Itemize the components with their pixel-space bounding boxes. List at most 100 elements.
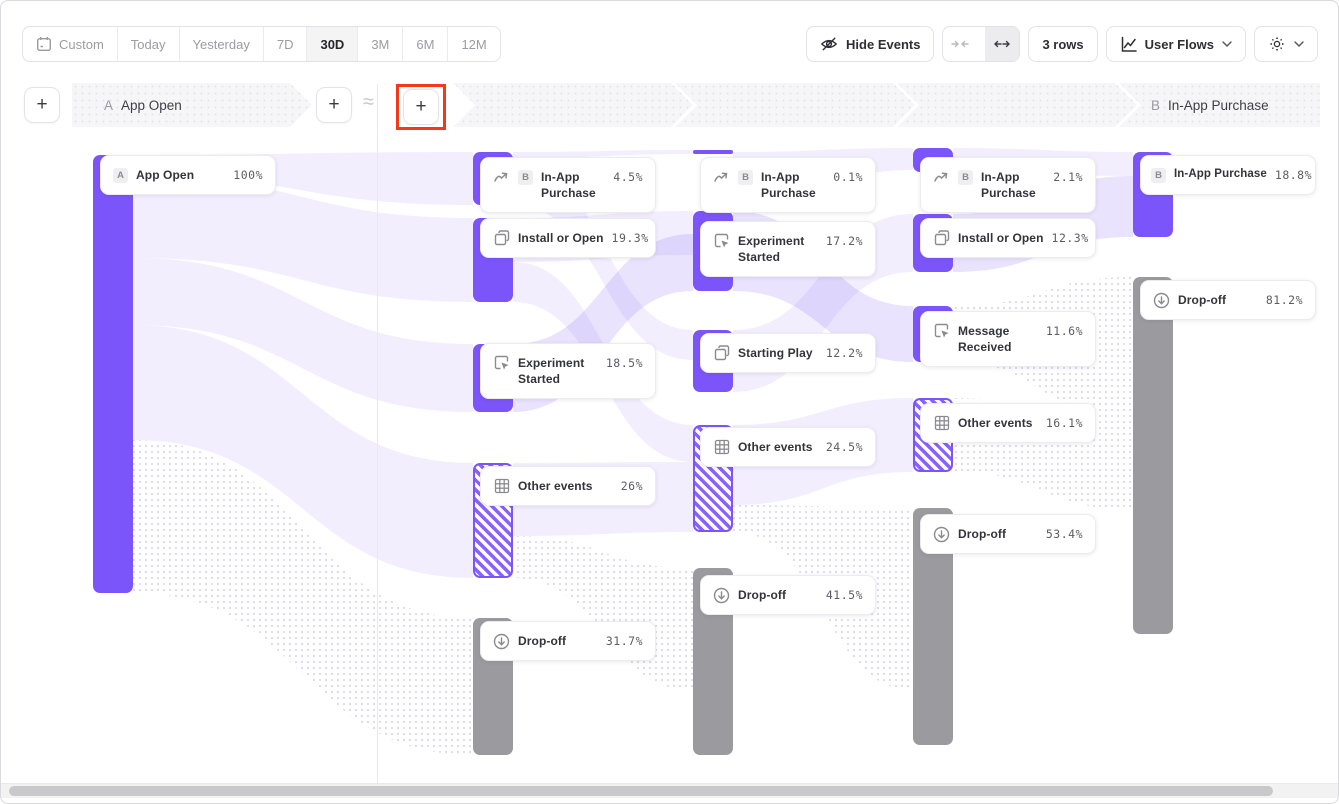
node-label: Install or Open [958,231,1044,245]
toolbar: Custom Today Yesterday 7D 30D 3M 6M 12M … [0,0,1339,80]
node-pct: 4.5% [613,170,643,184]
series-badge: B [518,169,533,185]
calendar-icon [36,36,52,52]
step-a-label-wrap: A App Open [72,98,182,113]
series-badge: B [958,169,973,185]
step-a-banner[interactable]: A App Open [72,83,312,127]
add-step-button-middle[interactable]: + [316,87,352,123]
series-badge: B [738,169,753,185]
collapse-columns-button[interactable] [943,27,977,61]
grid-icon [493,478,510,494]
add-step-button-highlighted[interactable]: + [403,89,439,125]
range-label: 12M [461,36,487,52]
scrollbar-thumb[interactable] [9,786,1273,796]
copies-icon [713,345,730,361]
step-banner-empty-1 [453,83,693,127]
grid-icon [713,439,730,455]
copies-icon [493,230,510,246]
step-label: App Open [121,97,182,113]
flow-node-install-or-open[interactable]: Install or Open 19.3% [480,218,656,259]
step-banner-empty-3 [897,83,1137,127]
collapse-icon [951,40,970,48]
flow-node-drop-off[interactable]: Drop-off 31.7% [480,621,656,662]
step-b-banner[interactable]: B In-App Purchase [1119,83,1320,127]
view-selector[interactable]: User Flows [1105,26,1246,62]
series-badge: B [1151,167,1166,183]
node-pct: 12.2% [825,346,863,360]
range-today[interactable]: Today [118,27,180,61]
action-highlight-box: + [396,84,446,130]
node-label: App Open [136,168,195,182]
range-12m[interactable]: 12M [448,27,499,61]
eye-off-icon [820,35,838,53]
flow-node-drop-off[interactable]: Drop-off 53.4% [920,514,1096,555]
flow-node-other-events[interactable]: Other events 16.1% [920,403,1096,444]
node-pct: 81.2% [1265,293,1303,307]
spacing-toggle [942,26,1021,62]
range-3m[interactable]: 3M [358,27,404,61]
range-30d[interactable]: 30D [307,27,359,61]
step-letter: A [104,97,114,113]
flow-node-in-app-purchase[interactable]: B In-App Purchase 18.8% [1140,155,1316,195]
rows-label: 3 rows [1042,36,1084,52]
flow-bar-app-open[interactable] [93,155,133,593]
plus-icon: + [415,96,427,117]
range-7d[interactable]: 7D [264,27,308,61]
node-pct: 26% [620,479,643,493]
node-label: In-App Purchase [1174,168,1267,180]
flow-node-install-or-open[interactable]: Install or Open 12.3% [920,218,1096,259]
node-label: Other events [518,479,593,493]
node-label: Message Received [958,324,1012,355]
range-custom[interactable]: Custom [23,27,118,61]
view-label: User Flows [1144,36,1214,52]
node-label: In-App Purchase [981,170,1036,201]
drop-off-icon [933,526,950,542]
flow-node-starting-play[interactable]: Starting Play 12.2% [700,333,876,374]
settings-button[interactable] [1254,26,1318,62]
range-label: Today [130,36,166,52]
node-pct: 53.4% [1045,527,1083,541]
node-label: Drop-off [738,588,787,602]
drop-off-icon [1153,292,1170,308]
node-pct: 17.2% [825,234,863,248]
node-label: Install or Open [518,231,604,245]
range-6m[interactable]: 6M [403,27,449,61]
flow-node-app-open[interactable]: A App Open 100% [100,155,276,196]
node-label: In-App Purchase [541,170,596,201]
step-b-label-wrap: B In-App Purchase [1119,98,1269,113]
range-yesterday[interactable]: Yesterday [180,27,264,61]
date-range-group: Custom Today Yesterday 7D 30D 3M 6M 12M [22,26,501,62]
expand-columns-button[interactable] [985,27,1020,61]
range-label: 3M [371,36,390,52]
range-label: Yesterday [192,36,250,52]
node-pct: 18.5% [605,356,643,370]
node-pct: 100% [233,168,263,182]
series-badge: A [113,167,128,183]
node-pct: 16.1% [1045,416,1083,430]
node-label: Other events [958,416,1033,430]
rows-button[interactable]: 3 rows [1028,26,1098,62]
step-letter: B [1151,97,1161,113]
click-icon [493,355,510,371]
add-step-button-start[interactable]: + [24,87,60,123]
flow-bar-in-app-purchase[interactable] [693,150,733,154]
flow-node-other-events[interactable]: Other events 24.5% [700,427,876,468]
flow-node-other-events[interactable]: Other events 26% [480,466,656,507]
flow-node-experiment-started[interactable]: Experiment Started 17.2% [700,221,876,278]
flow-node-experiment-started[interactable]: Experiment Started 18.5% [480,343,656,400]
node-pct: 31.7% [605,634,643,648]
node-label: Starting Play [738,346,813,360]
hide-events-button[interactable]: Hide Events [806,26,935,62]
horizontal-scrollbar [1,783,1338,798]
flow-node-in-app-purchase[interactable]: B In-App Purchase 0.1% [700,157,876,214]
flow-bar-drop-off[interactable] [1133,277,1173,634]
flow-node-message-received[interactable]: Message Received 11.6% [920,311,1096,368]
node-label: Other events [738,440,813,454]
flow-node-in-app-purchase[interactable]: B In-App Purchase 2.1% [920,157,1096,214]
range-label: 7D [276,36,294,52]
approx-symbol: ≈ [360,91,377,114]
node-label: Drop-off [958,527,1007,541]
flow-node-in-app-purchase[interactable]: B In-App Purchase 4.5% [480,157,656,214]
flow-node-drop-off[interactable]: Drop-off 81.2% [1140,280,1316,321]
flow-node-drop-off[interactable]: Drop-off 41.5% [700,575,876,616]
